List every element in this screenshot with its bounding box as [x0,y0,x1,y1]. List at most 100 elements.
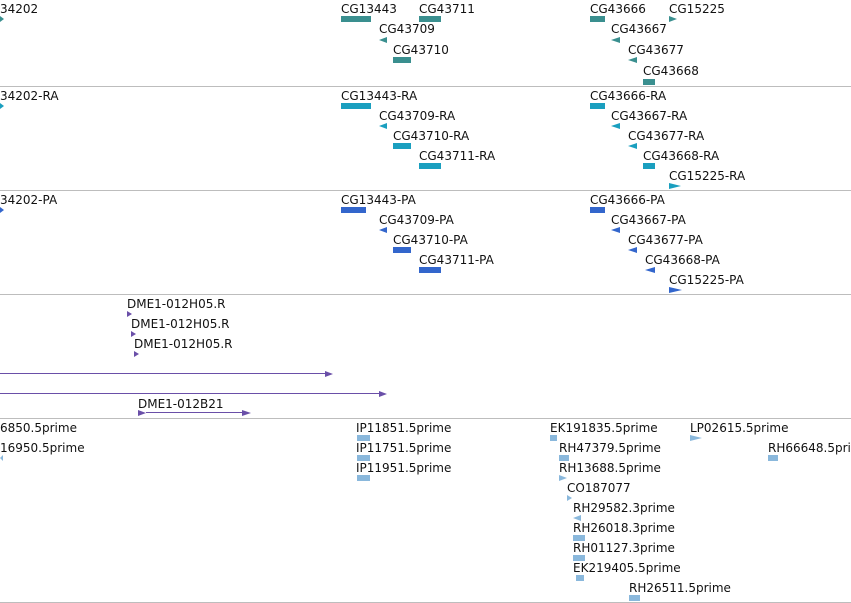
clone-label[interactable]: DME1-012H05.R [134,337,233,351]
transcript-label[interactable]: 34202-RA [0,89,59,103]
transcript-label[interactable]: CG43709-RA [379,109,456,123]
gene-label[interactable]: 34202 [0,2,39,16]
feature-glyph[interactable] [669,287,682,293]
feature-glyph[interactable] [131,331,136,337]
feature-glyph[interactable] [590,16,605,22]
feature-glyph[interactable] [768,455,778,461]
feature-glyph[interactable] [379,37,387,43]
feature-glyph[interactable] [138,410,146,416]
feature-glyph[interactable] [357,475,370,481]
protein-label[interactable]: CG43710-PA [393,233,468,247]
feature-glyph[interactable] [573,535,585,541]
feature-glyph[interactable] [341,103,371,109]
feature-glyph[interactable] [690,435,702,441]
protein-label[interactable]: CG43709-PA [379,213,454,227]
gene-label[interactable]: CG43666 [590,2,646,16]
clone-span-line[interactable] [0,373,325,374]
feature-glyph[interactable] [393,247,411,253]
feature-glyph[interactable] [590,103,605,109]
feature-glyph[interactable] [357,455,370,461]
protein-label[interactable]: 34202-PA [0,193,58,207]
feature-glyph[interactable] [242,410,251,416]
feature-glyph[interactable] [628,57,637,63]
protein-label[interactable]: CG15225-PA [669,273,744,287]
feature-glyph[interactable] [628,247,637,253]
clone-label[interactable]: DME1-012H05.R [131,317,230,331]
feature-glyph[interactable] [0,207,4,213]
clone-span-line[interactable] [0,393,379,394]
feature-glyph[interactable] [567,495,572,501]
feature-glyph[interactable] [379,391,387,397]
clone-label[interactable]: DME1-012H05.R [127,297,226,311]
transcript-label[interactable]: CG43677-RA [628,129,705,143]
est-label[interactable]: RH13688.5prime [559,461,661,475]
est-label[interactable]: 6850.5prime [0,421,77,435]
feature-glyph[interactable] [643,79,655,85]
feature-glyph[interactable] [393,143,411,149]
feature-glyph[interactable] [0,16,4,22]
feature-glyph[interactable] [379,227,387,233]
feature-glyph[interactable] [559,475,567,481]
feature-glyph[interactable] [393,57,411,63]
protein-label[interactable]: CG43668-PA [645,253,720,267]
gene-label[interactable]: CG43668 [643,64,699,78]
gene-label[interactable]: CG43710 [393,43,449,57]
feature-glyph[interactable] [0,455,3,461]
feature-glyph[interactable] [0,103,4,109]
transcript-label[interactable]: CG43667-RA [611,109,688,123]
feature-glyph[interactable] [573,515,581,521]
est-label[interactable]: IP11751.5prime [356,441,452,455]
est-label[interactable]: 16950.5prime [0,441,85,455]
est-label[interactable]: CO187077 [567,481,631,495]
clone-span-line[interactable] [146,412,242,413]
feature-glyph[interactable] [669,183,681,189]
est-label[interactable]: RH26511.5prime [629,581,731,595]
transcript-label[interactable]: CG43710-RA [393,129,470,143]
gene-label[interactable]: CG43667 [611,22,667,36]
feature-glyph[interactable] [643,163,655,169]
feature-glyph[interactable] [341,16,371,22]
est-label[interactable]: EK219405.5prime [573,561,681,575]
est-label[interactable]: RH47379.5prime [559,441,661,455]
est-label[interactable]: IP11951.5prime [356,461,452,475]
feature-glyph[interactable] [559,455,569,461]
feature-glyph[interactable] [134,351,139,357]
feature-glyph[interactable] [573,555,585,561]
est-label[interactable]: EK191835.5prime [550,421,658,435]
gene-label[interactable]: CG43711 [419,2,475,16]
protein-label[interactable]: CG43677-PA [628,233,703,247]
feature-glyph[interactable] [419,267,441,273]
transcript-label[interactable]: CG43666-RA [590,89,667,103]
feature-glyph[interactable] [419,16,441,22]
feature-glyph[interactable] [628,143,637,149]
est-label[interactable]: RH01127.3prime [573,541,675,555]
gene-label[interactable]: CG43677 [628,43,684,57]
clone-label[interactable]: DME1-012B21 [138,397,224,411]
feature-glyph[interactable] [379,123,387,129]
feature-glyph[interactable] [419,163,441,169]
feature-glyph[interactable] [550,435,557,441]
feature-glyph[interactable] [611,123,620,129]
transcript-label[interactable]: CG43668-RA [643,149,720,163]
feature-glyph[interactable] [590,207,605,213]
feature-glyph[interactable] [629,595,640,601]
est-label[interactable]: LP02615.5prime [690,421,789,435]
feature-glyph[interactable] [611,37,620,43]
protein-label[interactable]: CG43667-PA [611,213,686,227]
feature-glyph[interactable] [669,16,677,22]
est-label[interactable]: RH26018.3prime [573,521,675,535]
transcript-label[interactable]: CG15225-RA [669,169,746,183]
est-label[interactable]: IP11851.5prime [356,421,452,435]
protein-label[interactable]: CG13443-PA [341,193,416,207]
feature-glyph[interactable] [357,435,370,441]
protein-label[interactable]: CG43666-PA [590,193,665,207]
gene-label[interactable]: CG43709 [379,22,435,36]
transcript-label[interactable]: CG13443-RA [341,89,418,103]
feature-glyph[interactable] [127,311,132,317]
feature-glyph[interactable] [341,207,366,213]
feature-glyph[interactable] [325,371,333,377]
gene-label[interactable]: CG15225 [669,2,725,16]
feature-glyph[interactable] [576,575,584,581]
est-label[interactable]: RH66648.5prime [768,441,851,455]
feature-glyph[interactable] [645,267,655,273]
